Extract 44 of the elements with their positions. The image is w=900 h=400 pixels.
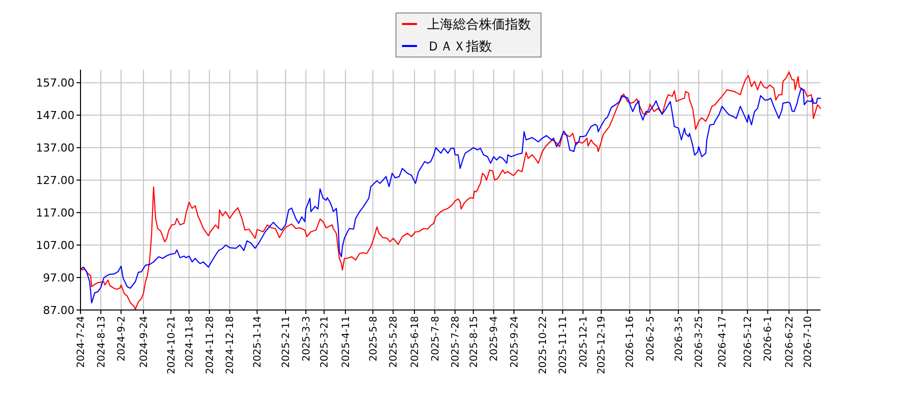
x-tick-label: 2025-12-19 [596, 316, 608, 374]
y-tick-label: 127.00 [36, 174, 74, 187]
x-tick-label: 2024-10-21 [166, 316, 178, 374]
x-tick-label: 2026-6-1 [763, 316, 774, 362]
x-tick-label: 2025-3-21 [320, 316, 331, 368]
y-tick-label: 147.00 [36, 109, 74, 122]
x-tick-label: 2025-4-11 [340, 316, 352, 368]
x-tick-label: 2026-4-17 [718, 316, 729, 368]
legend-label: 上海総合株価指数 [427, 18, 531, 33]
x-tick-label: 2026-1-16 [625, 316, 636, 368]
x-tick-label: 2025-8-15 [468, 316, 480, 368]
x-tick-label: 2024-11-28 [204, 316, 216, 374]
x-tick-label: 2025-7-28 [450, 316, 462, 368]
x-tick-label: 2025-5-8 [368, 316, 380, 362]
x-tick-label: 2026-3-5 [674, 316, 685, 362]
y-tick-label: 87.00 [43, 304, 74, 317]
y-tick-label: 107.00 [36, 238, 74, 252]
x-tick-label: 2026-5-12 [742, 316, 754, 368]
y-tick-label: 97.00 [43, 271, 74, 284]
x-tick-label: 2025-12-1 [578, 316, 590, 368]
x-tick-label: 2024-11-8 [184, 316, 196, 368]
x-tick-label: 2024-7-24 [76, 316, 87, 368]
x-tick-label: 2025-5-28 [388, 316, 400, 368]
x-tick-label: 2024-9-2 [116, 316, 128, 362]
x-tick-label: 2025-9-24 [509, 316, 520, 368]
x-tick-label: 2025-11-11 [558, 316, 570, 374]
x-tick-label: 2026-6-22 [784, 316, 796, 368]
x-tick-label: 2025-7-8 [430, 316, 442, 362]
x-tick-label: 2025-1-14 [252, 316, 264, 368]
x-tick-label: 2026-7-10 [802, 316, 814, 368]
x-tick-label: 2024-9-24 [138, 316, 150, 368]
x-tick-label: 2024-12-18 [225, 316, 236, 374]
x-tick-label: 2025-3-3 [301, 316, 312, 362]
x-tick-label: 2025-9-4 [489, 316, 500, 362]
x-tick-label: 2025-2-11 [281, 316, 292, 368]
y-tick-label: 117.00 [36, 206, 74, 220]
x-tick-label: 2024-8-13 [96, 316, 108, 368]
legend-label: ＤＡＸ指数 [427, 40, 492, 55]
x-tick-label: 2026-3-25 [694, 316, 706, 368]
y-tick-label: 157.00 [36, 76, 74, 90]
x-tick-label: 2026-2-5 [645, 316, 656, 362]
y-tick-label: 137.00 [36, 141, 74, 154]
x-tick-label: 2025-10-22 [538, 316, 549, 374]
x-tick-label: 2025-6-18 [410, 316, 421, 368]
